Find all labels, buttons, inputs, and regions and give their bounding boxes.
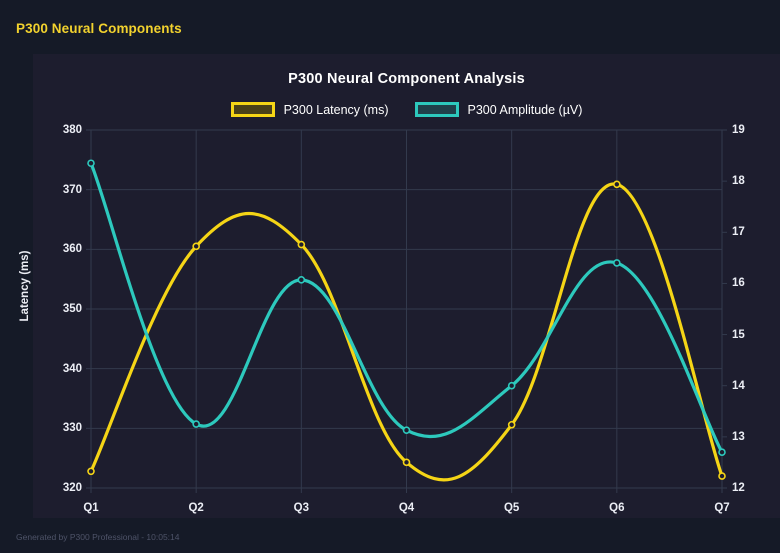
y-axis-right-tick: 19 xyxy=(732,124,745,136)
data-point[interactable] xyxy=(613,180,621,189)
y-axis-right-tick: 12 xyxy=(732,482,745,494)
plot-svg xyxy=(86,129,727,493)
x-axis-tick-q5: Q5 xyxy=(503,502,520,514)
y-axis-left-title: Latency (ms) xyxy=(19,250,31,322)
series-latency xyxy=(87,180,726,482)
y-axis-left-tick: 360 xyxy=(62,243,82,256)
data-point[interactable] xyxy=(297,240,306,249)
y-axis-left-tick: 370 xyxy=(62,183,82,196)
data-point[interactable] xyxy=(613,259,621,267)
legend-item-amplitude[interactable]: P300 Amplitude (µV) xyxy=(414,102,583,117)
page-title: P300 Neural Components xyxy=(16,21,182,36)
y-axis-right-tick: 15 xyxy=(732,328,745,341)
chart-title: P300 Neural Component Analysis xyxy=(288,71,525,87)
legend-item-latency[interactable]: P300 Latency (ms) xyxy=(230,102,389,117)
data-point[interactable] xyxy=(507,381,516,390)
data-point[interactable] xyxy=(402,458,411,467)
legend-swatch-latency xyxy=(230,102,275,117)
data-point[interactable] xyxy=(297,276,306,284)
y-axis-right-tick: 16 xyxy=(732,277,745,290)
x-axis-tick-q3: Q3 xyxy=(293,502,309,514)
chart-legend: P300 Latency (ms) P300 Amplitude (µV) xyxy=(33,102,780,117)
data-point[interactable] xyxy=(402,426,411,435)
x-axis-tick-q6: Q6 xyxy=(609,502,625,514)
data-point[interactable] xyxy=(192,420,200,428)
x-axis-tick-q4: Q4 xyxy=(398,502,415,514)
chart-panel: P300 Neural Component Analysis P300 Late… xyxy=(19,54,780,518)
data-point[interactable] xyxy=(192,242,200,251)
legend-label-amplitude: P300 Amplitude (µV) xyxy=(467,102,583,117)
plot-area: Latency (ms) Amplitude (µV) 320330340350… xyxy=(19,54,780,518)
y-axis-left-tick: 330 xyxy=(62,422,82,435)
legend-label-latency: P300 Latency (ms) xyxy=(283,102,389,117)
y-axis-right-tick: 17 xyxy=(732,226,745,239)
data-point[interactable] xyxy=(718,472,726,480)
footer-status: Generated by P300 Professional - 10:05:1… xyxy=(16,532,180,542)
y-axis-left-tick: 340 xyxy=(62,362,82,375)
y-axis-right-tick: 14 xyxy=(732,379,745,392)
x-axis-tick-q1: Q1 xyxy=(83,502,99,514)
data-point[interactable] xyxy=(87,159,95,168)
legend-swatch-amplitude xyxy=(414,102,459,117)
y-axis-left-tick: 380 xyxy=(62,124,82,136)
data-point[interactable] xyxy=(718,448,726,457)
data-point[interactable] xyxy=(507,420,516,429)
data-point[interactable] xyxy=(87,467,95,476)
x-axis-tick-q2: Q2 xyxy=(188,502,204,514)
y-axis-right-tick: 18 xyxy=(732,175,745,188)
series-amplitude xyxy=(87,159,726,457)
y-axis-left-tick: 320 xyxy=(62,482,82,494)
y-axis-right-tick: 13 xyxy=(732,430,745,443)
y-axis-left-tick: 350 xyxy=(62,303,82,315)
x-axis-tick-q7: Q7 xyxy=(714,502,730,514)
